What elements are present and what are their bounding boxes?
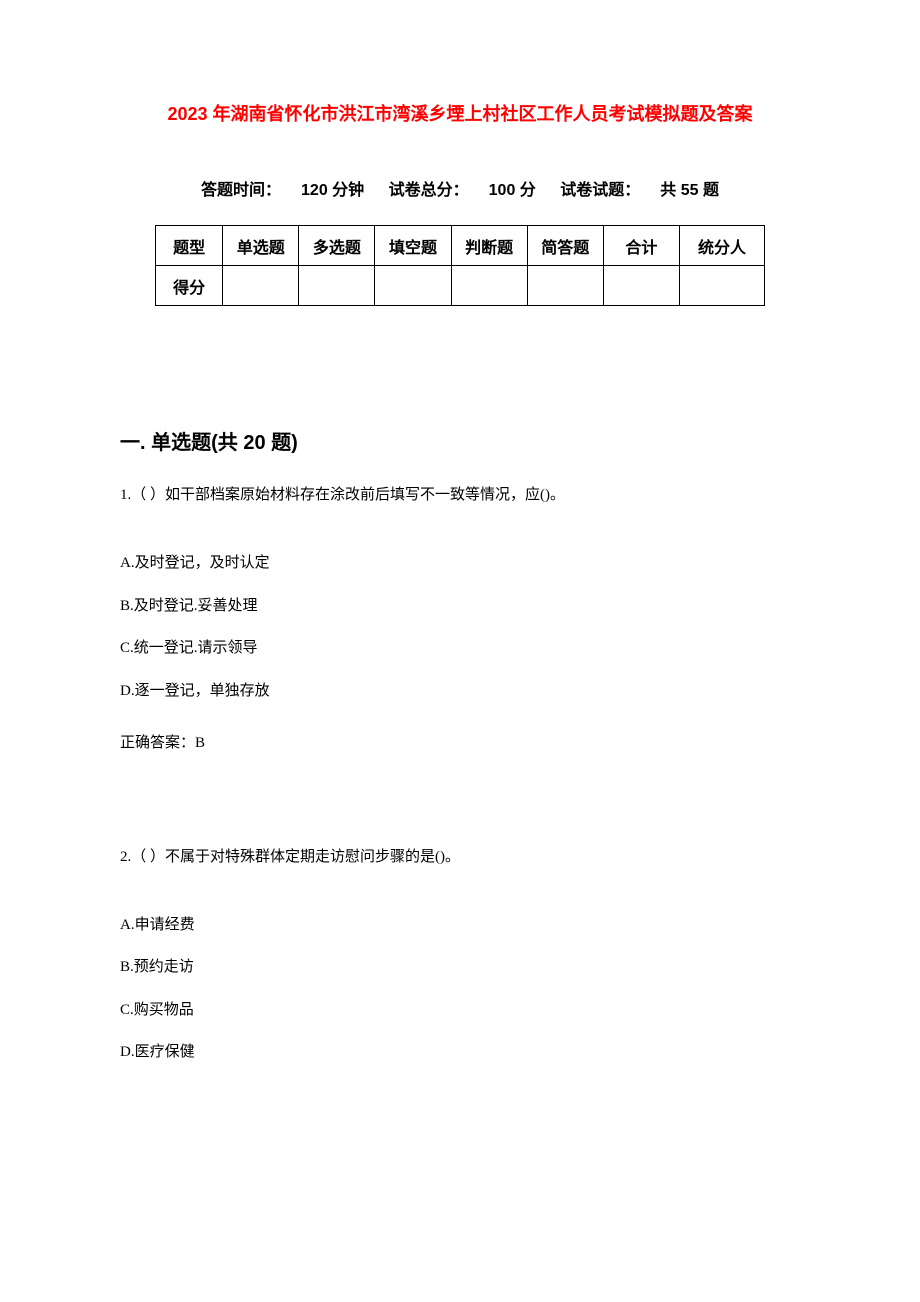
score-cell <box>375 266 451 306</box>
score-cell <box>679 266 764 306</box>
header-multi: 多选题 <box>299 226 375 266</box>
option-c: C.购买物品 <box>120 999 800 1022</box>
score-cell <box>223 266 299 306</box>
time-value: 120 分钟 <box>301 182 364 199</box>
count-label: 试卷试题： <box>560 182 640 199</box>
question-1-prompt: 1.（ ）如干部档案原始材料存在涂改前后填写不一致等情况，应()。 <box>120 483 800 507</box>
option-a: A.及时登记，及时认定 <box>120 552 800 575</box>
score-label-cell: 得分 <box>156 266 223 306</box>
score-cell <box>603 266 679 306</box>
time-label: 答题时间： <box>201 182 281 199</box>
score-cell <box>451 266 527 306</box>
question-2-prompt: 2.（ ）不属于对特殊群体定期走访慰问步骤的是()。 <box>120 845 800 869</box>
header-single: 单选题 <box>223 226 299 266</box>
option-c: C.统一登记.请示领导 <box>120 637 800 660</box>
score-value: 100 分 <box>489 182 536 199</box>
option-d: D.医疗保健 <box>120 1041 800 1064</box>
header-total: 合计 <box>603 226 679 266</box>
header-fill: 填空题 <box>375 226 451 266</box>
header-type-label: 题型 <box>156 226 223 266</box>
option-b: B.及时登记.妥善处理 <box>120 595 800 618</box>
exam-info-row: 答题时间： 120 分钟 试卷总分： 100 分 试卷试题： 共 55 题 <box>120 176 800 200</box>
score-table: 题型 单选题 多选题 填空题 判断题 简答题 合计 统分人 得分 <box>155 225 765 306</box>
option-b: B.预约走访 <box>120 956 800 979</box>
table-row: 得分 <box>156 266 765 306</box>
option-d: D.逐一登记，单独存放 <box>120 680 800 703</box>
question-1-answer: 正确答案：B <box>120 732 800 755</box>
count-value: 共 55 题 <box>660 182 719 199</box>
exam-title: 2023 年湖南省怀化市洪江市湾溪乡堙上村社区工作人员考试模拟题及答案 <box>120 100 800 126</box>
question-2-options: A.申请经费 B.预约走访 C.购买物品 D.医疗保健 <box>120 914 800 1064</box>
option-a: A.申请经费 <box>120 914 800 937</box>
header-person: 统分人 <box>679 226 764 266</box>
table-row: 题型 单选题 多选题 填空题 判断题 简答题 合计 统分人 <box>156 226 765 266</box>
score-label: 试卷总分： <box>389 182 469 199</box>
score-cell <box>299 266 375 306</box>
section-heading: 一. 单选题(共 20 题) <box>120 426 800 455</box>
question-1-options: A.及时登记，及时认定 B.及时登记.妥善处理 C.统一登记.请示领导 D.逐一… <box>120 552 800 702</box>
score-cell <box>527 266 603 306</box>
header-short: 简答题 <box>527 226 603 266</box>
header-judge: 判断题 <box>451 226 527 266</box>
